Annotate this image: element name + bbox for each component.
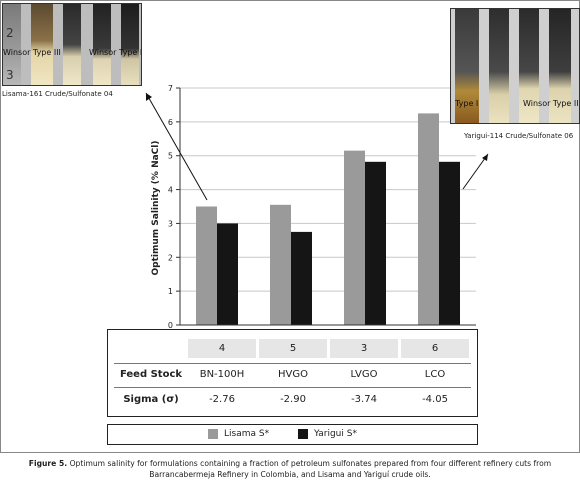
y-axis-label: Optimum Salinity (% NaCl) (151, 141, 161, 276)
photo-label-type-i: Type I (455, 99, 479, 108)
bar-lisama-s-2 (344, 150, 365, 325)
photo-label-type-ii: Winsor Type II (89, 48, 142, 57)
table-cell: -3.74 (351, 394, 377, 405)
table-cell: BN-100H (199, 369, 245, 380)
callout-arrowhead-left (146, 93, 152, 101)
tube (31, 4, 53, 85)
left-photo-caption: Lisama-161 Crude/Sulfonate 04 (2, 90, 113, 98)
bar-yarigui-s-2 (365, 161, 386, 325)
table-col-header: 5 (259, 339, 327, 358)
table-col-header: 3 (330, 339, 398, 358)
legend-item-yarigui: Yarigui S* (298, 429, 357, 439)
bar-yarigui-s-3 (439, 161, 460, 325)
chart-bars (196, 113, 460, 326)
table-cell: HVGO (278, 369, 308, 380)
table-cell: LCO (424, 369, 446, 380)
y-tick-label: 5 (168, 152, 173, 161)
left-photo: 2 3 Winsor Type III Winsor Type II (2, 3, 142, 86)
callout-arrowhead-right (482, 154, 488, 161)
tube (549, 9, 571, 123)
tube (519, 9, 539, 123)
table-col-header: 6 (401, 339, 469, 358)
tube (489, 9, 509, 123)
legend-label-yarigui: Yarigui S* (314, 429, 357, 439)
tube (63, 4, 81, 85)
y-tick-label: 6 (168, 118, 173, 127)
figure-caption-label: Figure 5. (28, 459, 68, 468)
chart-axes: 0 1 2 3 4 5 6 7 (168, 84, 476, 330)
y-tick-label: 3 (168, 219, 173, 228)
tube-number-3: 3 (6, 68, 14, 82)
table-cell: -4.05 (422, 394, 448, 405)
table-col-header: 4 (188, 339, 256, 358)
y-tick-label: 0 (168, 321, 173, 330)
table-row-label: Feed Stock (119, 369, 183, 380)
photo-label-type-iii: Winsor Type III (523, 99, 580, 108)
y-tick-label: 4 (168, 186, 173, 195)
right-photo-caption: Yarigui-114 Crude/Sulfonate 06 (464, 132, 574, 140)
bar-yarigui-s-1 (291, 231, 312, 325)
legend: Lisama S* Yarigui S* (107, 424, 478, 445)
callout-arrow-left (145, 92, 208, 201)
callout-arrow-right (462, 153, 489, 190)
photo-label-type-iii: Winsor Type III (3, 48, 61, 57)
table-cell: LVGO (350, 369, 378, 380)
bar-lisama-s-3 (418, 113, 439, 326)
y-tick-label: 1 (168, 287, 173, 296)
table-row-label: Sigma (σ) (123, 394, 179, 405)
tube (3, 4, 21, 85)
tube-number-2: 2 (6, 26, 14, 40)
data-table: 4 5 3 6 Feed Stock BN-100H HVGO LVGO LCO… (107, 329, 478, 417)
bar-yarigui-s-0 (217, 223, 238, 325)
y-tick-label: 7 (168, 84, 173, 93)
bar-lisama-s-0 (196, 206, 217, 325)
bar-lisama-s-1 (270, 204, 291, 325)
bar-chart: 0 1 2 3 4 5 6 7 Optimum Salinity (% NaCl) (145, 84, 489, 330)
tube (121, 4, 139, 85)
legend-swatch-lisama (208, 429, 218, 439)
legend-swatch-yarigui (298, 429, 308, 439)
tube (93, 4, 111, 85)
table-cell: -2.76 (209, 394, 235, 405)
legend-label-lisama: Lisama S* (224, 429, 270, 439)
y-tick-label: 2 (168, 253, 173, 262)
table-cell: -2.90 (280, 394, 306, 405)
legend-item-lisama: Lisama S* (208, 429, 269, 439)
right-photo: Type I Winsor Type III (450, 8, 580, 124)
figure-caption-text: Optimum salinity for formulations contai… (69, 459, 552, 479)
tube (455, 9, 479, 123)
figure-caption: Figure 5. Optimum salinity for formulati… (14, 458, 566, 480)
